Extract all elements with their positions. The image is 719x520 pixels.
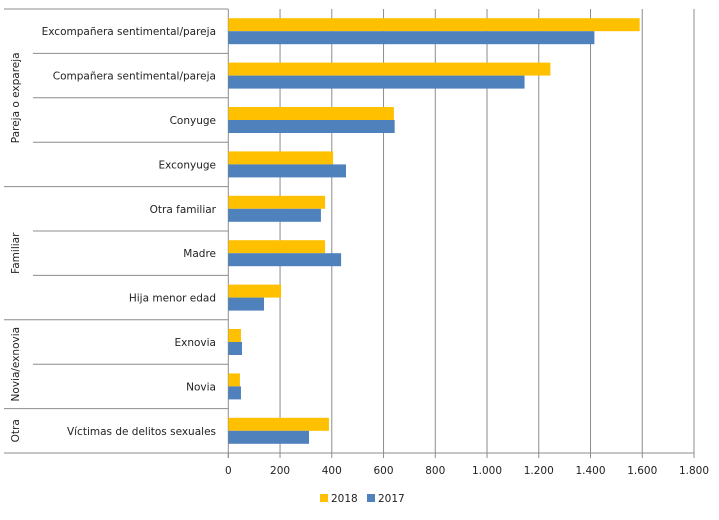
bar-2017 (228, 386, 241, 400)
bar-2018 (228, 18, 640, 32)
group-label: Pareja o expareja (10, 52, 22, 143)
x-tick-label: 0 (225, 465, 232, 477)
bar-2018 (228, 329, 241, 342)
category-label: Otra familiar (150, 204, 217, 216)
bar-2018 (228, 417, 329, 431)
legend-label: 2018 (331, 493, 358, 505)
bar-2017 (228, 208, 321, 222)
bar-2017 (228, 253, 342, 267)
bar-2018 (228, 284, 282, 298)
category-label: Madre (183, 248, 216, 260)
bar-2017 (228, 297, 265, 311)
bar-2018 (228, 107, 394, 120)
bar-2018 (228, 373, 240, 387)
bar-2017 (228, 342, 243, 355)
category-label: Conyuge (170, 115, 216, 127)
x-tick-label: 1.800 (679, 465, 709, 477)
category-label: Hija menor edad (129, 293, 216, 305)
bar-2018 (228, 240, 326, 254)
legend-swatch-2018 (320, 494, 328, 502)
x-tick-label: 800 (425, 465, 445, 477)
group-label: Familiar (10, 232, 22, 274)
bar-2018 (228, 62, 551, 76)
x-tick-label: 1.000 (472, 465, 502, 477)
bar-2017 (228, 164, 347, 178)
category-label: Víctimas de delitos sexuales (67, 426, 216, 438)
legend-swatch-2017 (367, 494, 375, 502)
x-tick-label: 1.600 (627, 465, 657, 477)
category-label: Excompañera sentimental/pareja (42, 26, 216, 38)
bar-2018 (228, 151, 334, 165)
category-label: Novia (186, 381, 216, 393)
bar-2017 (228, 31, 595, 45)
group-label: Otra (10, 419, 22, 442)
x-tick-label: 1.200 (524, 465, 554, 477)
x-tick-label: 1.400 (575, 465, 605, 477)
x-tick-label: 200 (270, 465, 290, 477)
bar-2017 (228, 430, 310, 444)
bar-2018 (228, 195, 326, 209)
x-tick-label: 400 (322, 465, 342, 477)
x-tick-label: 600 (374, 465, 394, 477)
bar-2017 (228, 120, 395, 133)
legend-label: 2017 (378, 493, 405, 505)
category-label: Exnovia (175, 337, 217, 349)
group-label: Novia/exnovia (10, 327, 22, 402)
category-label: Compañera sentimental/pareja (53, 71, 216, 83)
category-label: Exconyuge (158, 159, 216, 171)
bar-2017 (228, 75, 525, 89)
